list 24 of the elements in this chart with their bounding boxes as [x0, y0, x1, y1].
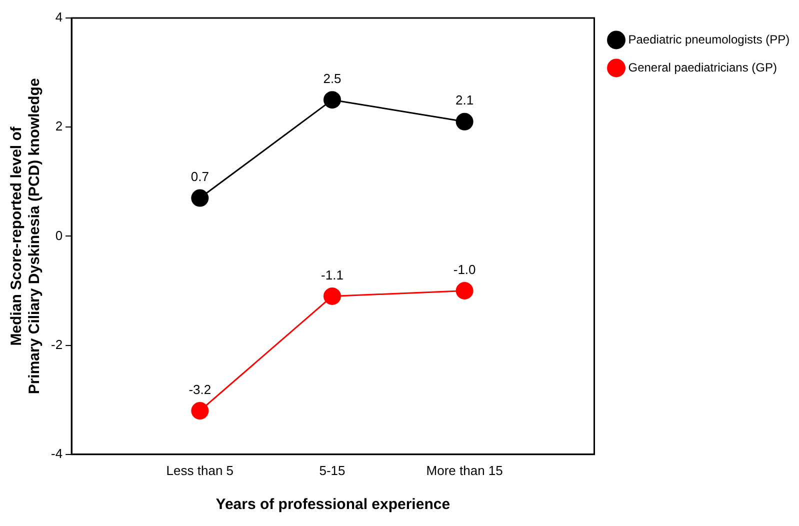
- y-tick-label: 2: [55, 118, 63, 134]
- y-tick-label: 0: [55, 228, 63, 243]
- y-tick-label: -2: [50, 336, 63, 352]
- legend-label: General paediatricians (GP): [628, 60, 777, 74]
- legend-label: Paediatric pneumologists (PP): [628, 32, 790, 46]
- point: [456, 282, 474, 300]
- x-tick-label: Less than 5: [166, 462, 234, 478]
- point: [456, 112, 474, 130]
- data-label: -1.0: [453, 262, 476, 277]
- data-label: 2.5: [323, 70, 342, 86]
- data-label: -1.1: [321, 267, 344, 282]
- y-axis-title: Median Score-reported level of Primary Ciliary Dyskinesia (PCD) knowledge: [8, 78, 44, 394]
- x-tick-label: 5-15: [319, 462, 346, 478]
- point: [191, 402, 209, 420]
- y-tick-label: -4: [50, 446, 63, 461]
- data-label: 2.1: [456, 92, 474, 108]
- point: [191, 189, 209, 207]
- x-axis-title: Years of professional experience: [216, 496, 450, 514]
- point: [323, 287, 341, 305]
- point: [323, 91, 341, 109]
- x-tick-label: More than 15: [426, 462, 503, 478]
- data-label: 0.7: [190, 169, 209, 184]
- y-tick-label: 4: [55, 10, 63, 25]
- data-label: -3.2: [188, 382, 212, 397]
